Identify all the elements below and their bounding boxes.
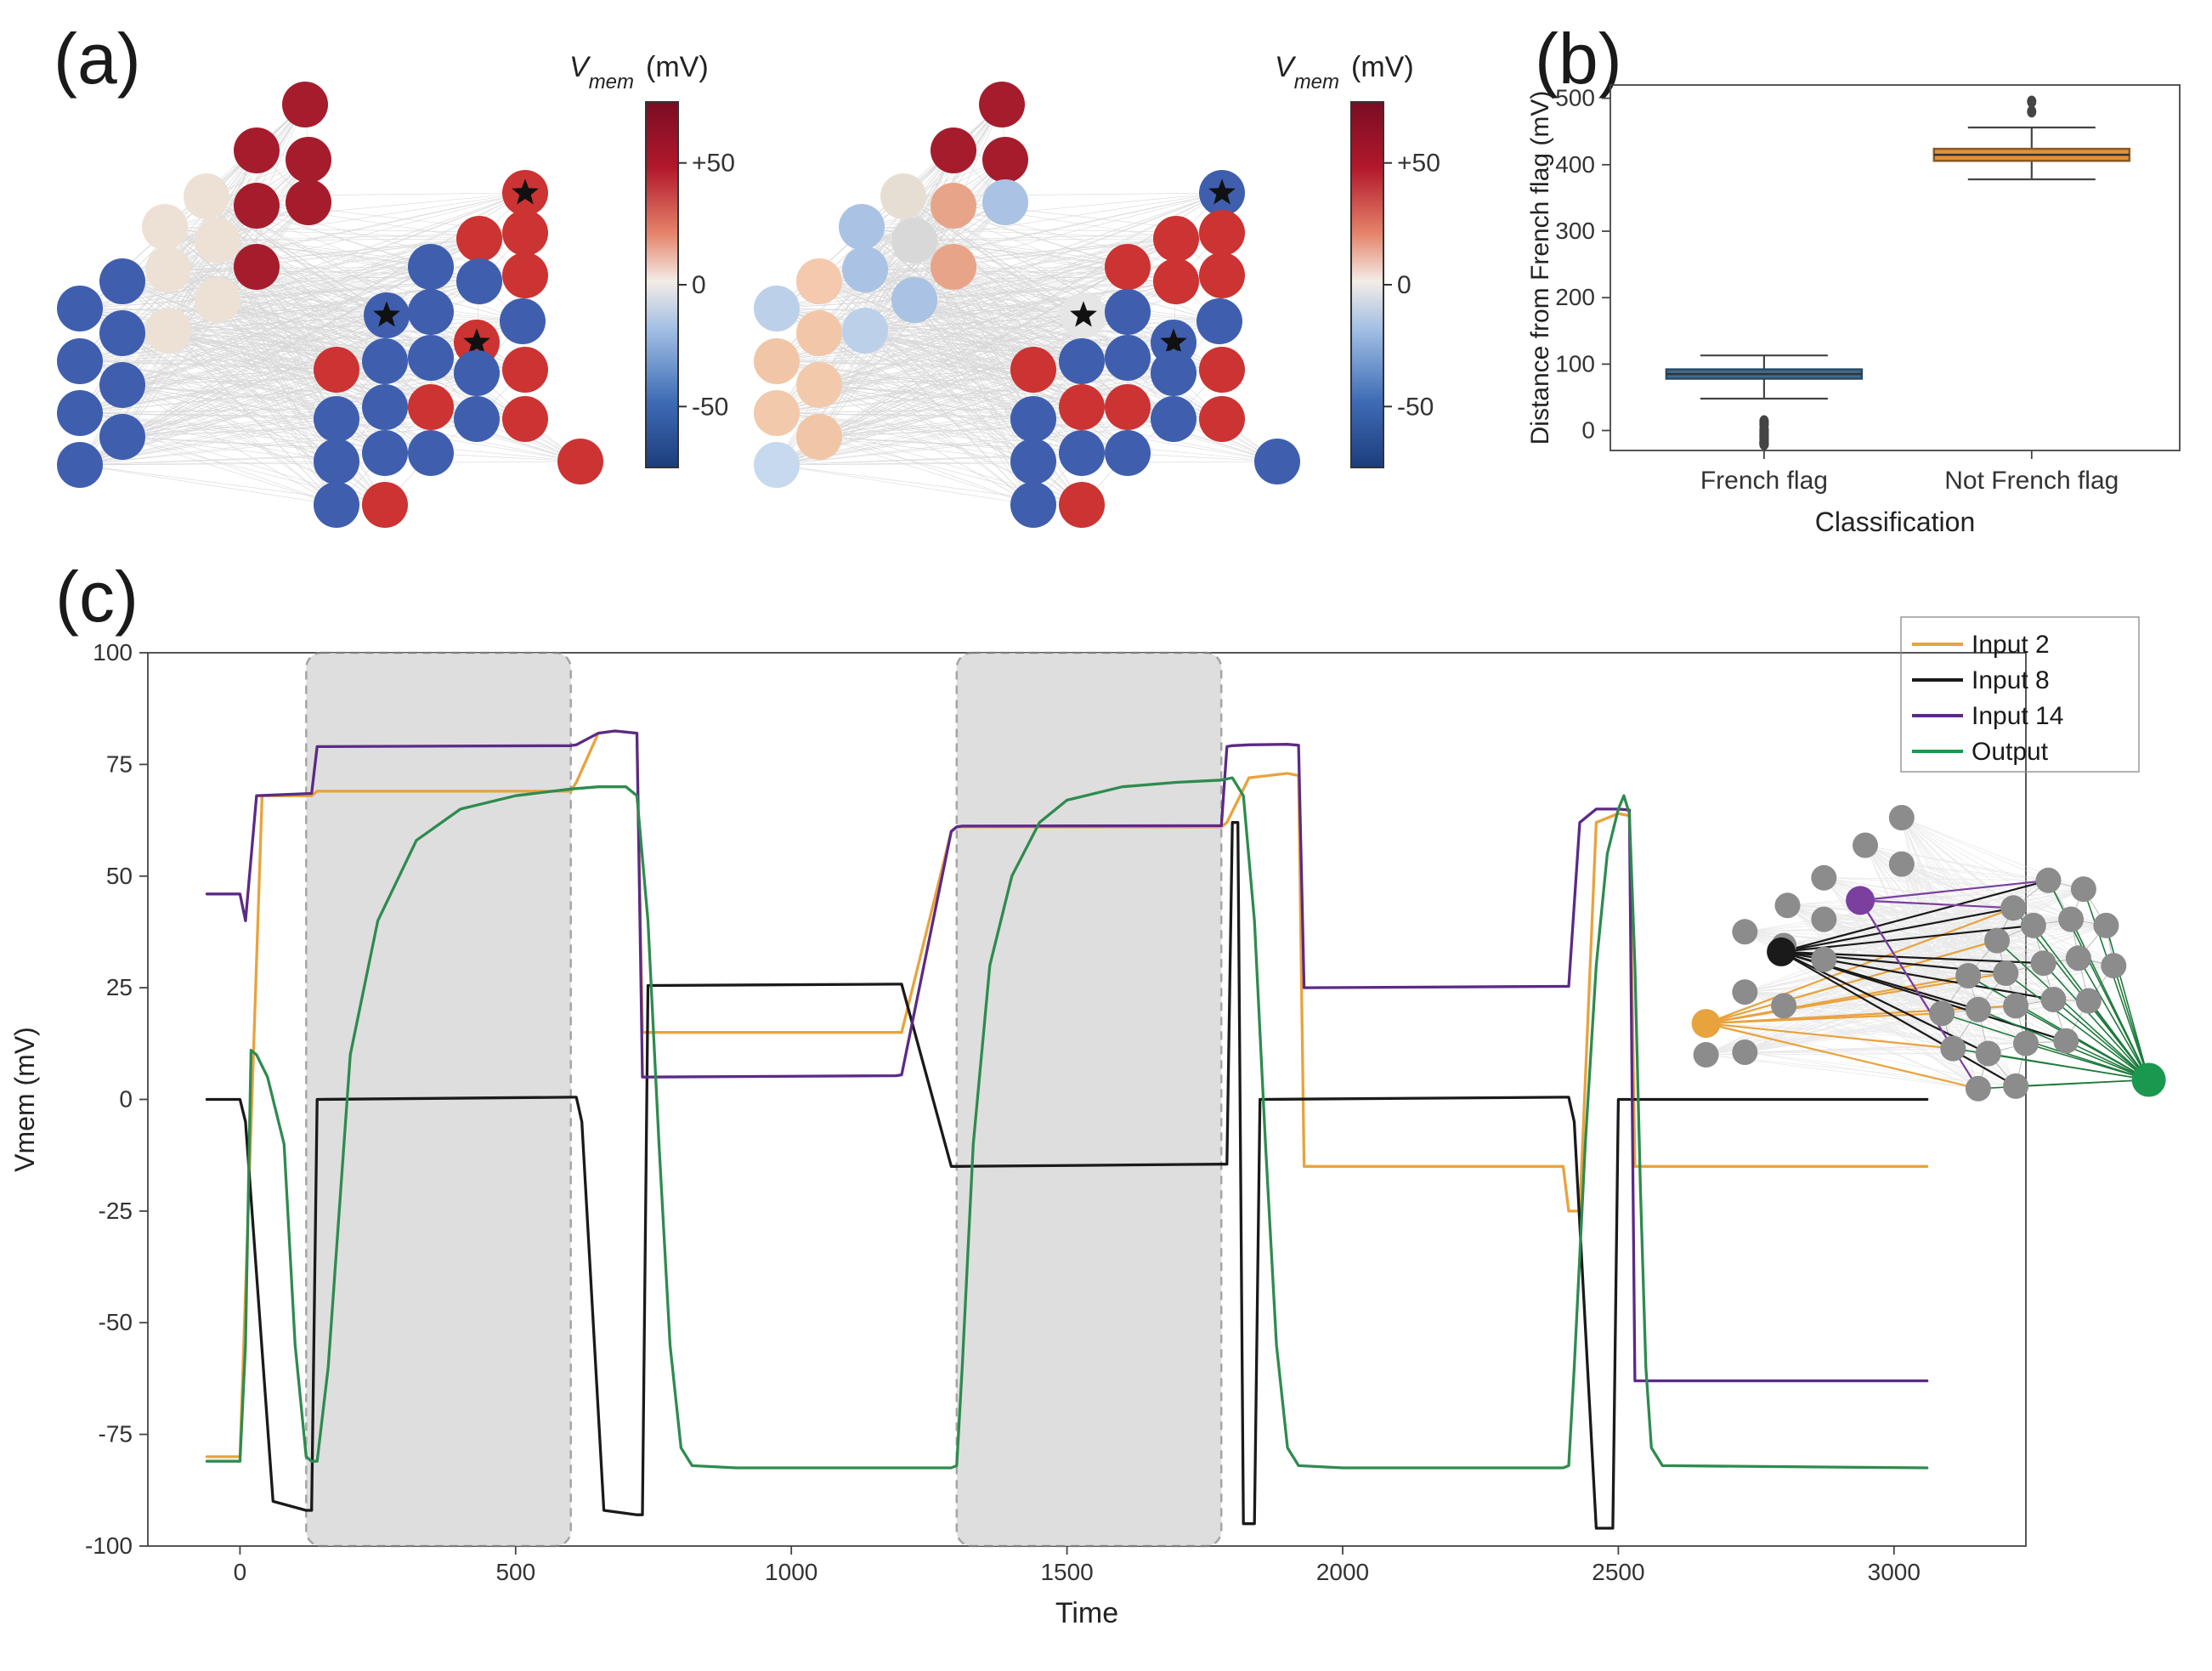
svg-text:+50: +50 <box>1397 150 1440 178</box>
svg-text:Distance from French flag (mV): Distance from French flag (mV) <box>1530 91 1554 445</box>
svg-text:-25: -25 <box>99 1198 133 1224</box>
svg-text:(mV): (mV) <box>646 51 709 83</box>
svg-text:(mV): (mV) <box>1351 51 1414 83</box>
svg-text:1500: 1500 <box>1040 1559 1093 1585</box>
svg-text:-75: -75 <box>99 1421 133 1447</box>
svg-text:500: 500 <box>1555 85 1595 111</box>
svg-text:Input 8: Input 8 <box>1972 666 2050 694</box>
svg-text:500: 500 <box>495 1559 535 1585</box>
svg-text:100: 100 <box>1555 350 1595 377</box>
svg-text:Vmem: Vmem <box>1275 51 1339 93</box>
svg-text:100: 100 <box>93 639 133 666</box>
svg-text:Classification: Classification <box>1815 507 1976 537</box>
svg-text:Input 14: Input 14 <box>1972 702 2063 730</box>
svg-text:0: 0 <box>692 271 706 299</box>
svg-text:3000: 3000 <box>1868 1559 1921 1585</box>
svg-text:50: 50 <box>106 863 133 889</box>
svg-text:2000: 2000 <box>1316 1559 1369 1585</box>
svg-text:400: 400 <box>1555 151 1595 178</box>
svg-text:2500: 2500 <box>1592 1559 1644 1585</box>
svg-text:Not French flag: Not French flag <box>1944 467 2119 495</box>
svg-text:-100: -100 <box>85 1532 133 1559</box>
svg-text:200: 200 <box>1555 284 1595 310</box>
svg-text:0: 0 <box>234 1559 247 1585</box>
svg-text:0: 0 <box>119 1086 133 1113</box>
svg-text:300: 300 <box>1555 218 1595 244</box>
svg-text:0: 0 <box>1581 417 1595 444</box>
svg-text:0: 0 <box>1397 271 1411 299</box>
svg-text:Vmem (mV): Vmem (mV) <box>9 1027 40 1172</box>
svg-text:Time: Time <box>1055 1597 1118 1629</box>
svg-text:1000: 1000 <box>765 1559 817 1585</box>
svg-text:-50: -50 <box>1397 393 1434 421</box>
svg-text:25: 25 <box>106 974 133 1000</box>
svg-text:Vmem: Vmem <box>569 51 634 93</box>
svg-text:Input 2: Input 2 <box>1972 631 2050 659</box>
svg-text:-50: -50 <box>99 1309 133 1335</box>
svg-text:Output: Output <box>1972 738 2049 766</box>
svg-text:French flag: French flag <box>1700 467 1828 495</box>
svg-text:+50: +50 <box>692 150 735 178</box>
svg-text:75: 75 <box>106 751 133 777</box>
svg-text:-50: -50 <box>692 393 728 421</box>
